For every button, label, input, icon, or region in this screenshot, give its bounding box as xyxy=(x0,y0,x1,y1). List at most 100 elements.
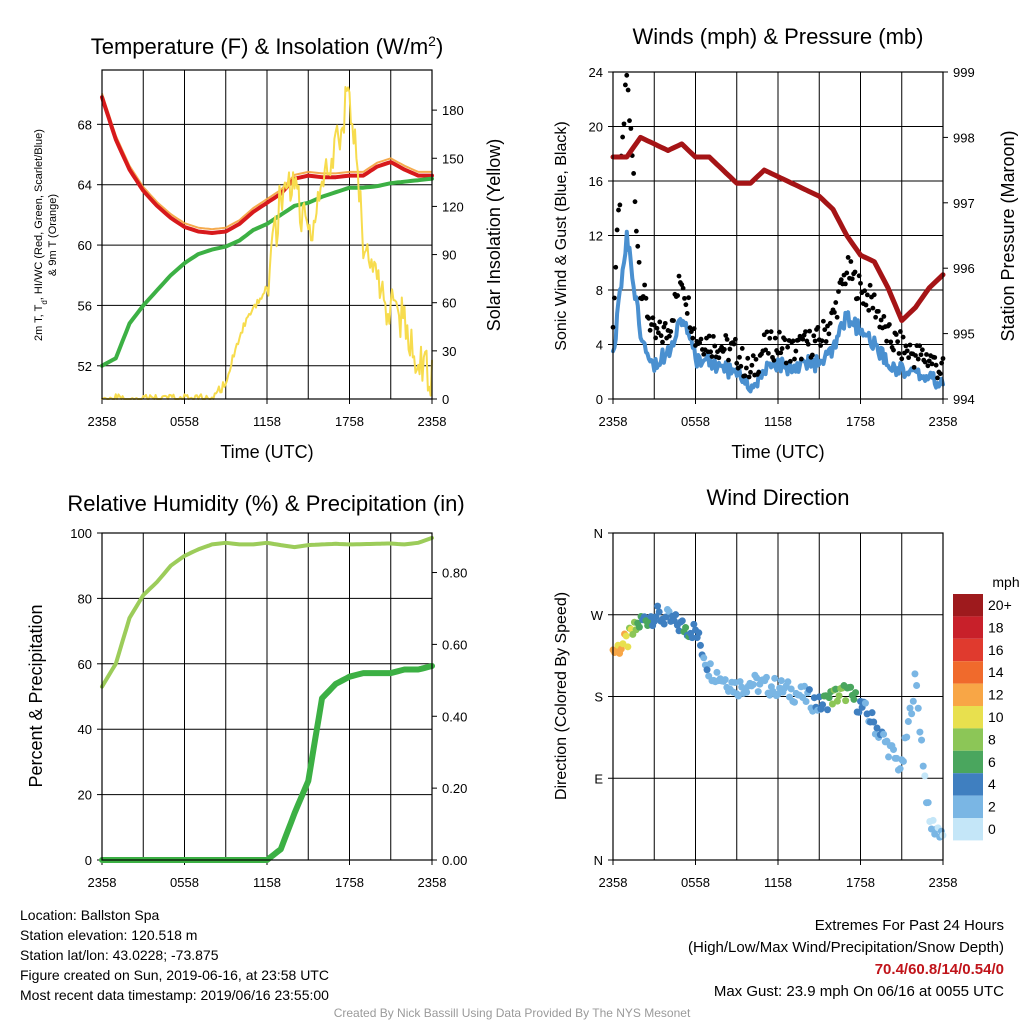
x-tick-label: 2358 xyxy=(599,875,628,890)
series-gust-point xyxy=(750,353,756,359)
series-gust-point xyxy=(863,302,869,308)
colorbar-label: 14 xyxy=(988,664,1004,680)
series-gust-point xyxy=(820,318,826,324)
y-tick-label: 64 xyxy=(78,178,92,193)
series-gust-point xyxy=(855,296,861,301)
series-gust-point xyxy=(893,332,899,337)
series-gust-point xyxy=(903,343,909,349)
colorbar-label: 6 xyxy=(988,754,996,770)
colorbar-label: 0 xyxy=(988,821,996,837)
direction-point xyxy=(678,617,686,625)
direction-point xyxy=(819,701,827,709)
y2-tick-label: 180 xyxy=(442,103,464,118)
direction-point xyxy=(919,762,927,770)
series-gust-point xyxy=(657,319,663,325)
direction-point xyxy=(654,602,662,610)
series-gust-point xyxy=(771,357,777,363)
direction-point xyxy=(805,686,813,694)
plot-frame xyxy=(612,71,944,400)
colorbar-swatch xyxy=(953,795,983,818)
series-gust-point xyxy=(922,359,928,365)
series-gust-point xyxy=(658,333,664,339)
series-gust-point xyxy=(616,207,621,213)
direction-panel: Wind Direction Direction (Colored By Spe… xyxy=(553,485,1020,890)
y2-tick-label: 0 xyxy=(442,392,449,407)
series-gust-point xyxy=(636,259,642,265)
colorbar-label: 16 xyxy=(988,642,1004,658)
series-gust-point xyxy=(884,338,890,344)
winds-title: Winds (mph) & Pressure (mb) xyxy=(633,24,924,49)
series-gust-point xyxy=(787,358,793,364)
direction-point xyxy=(918,736,926,744)
series-gust-point xyxy=(798,356,804,362)
direction-point xyxy=(662,613,670,621)
series-gust-point xyxy=(891,347,896,353)
series-gust-point xyxy=(785,344,791,350)
x-tick-label: 1758 xyxy=(335,875,364,890)
series-gust-point xyxy=(811,333,817,339)
direction-point xyxy=(824,706,831,714)
series-gust-point xyxy=(823,339,829,344)
series-gust-point xyxy=(907,342,913,348)
colorbar-swatch xyxy=(953,683,983,706)
series-gust-point xyxy=(739,346,745,351)
series-gust-point xyxy=(831,309,837,315)
x-tick-label: 2358 xyxy=(929,414,958,429)
direction-ylabel: Direction (Colored By Speed) xyxy=(553,592,570,800)
series-gust-point xyxy=(617,202,623,208)
series-gust-point xyxy=(895,339,901,345)
series-gust-point xyxy=(842,281,848,287)
series-gust-point xyxy=(844,270,850,276)
direction-point xyxy=(682,624,690,632)
y-tick-label: N xyxy=(594,526,603,541)
direction-point xyxy=(777,677,785,685)
temperature-xlabel: Time (UTC) xyxy=(220,442,313,462)
series-gust-point xyxy=(709,354,715,359)
series-relative-humidity-line xyxy=(100,535,434,689)
y2-tick-label: 0.20 xyxy=(442,781,467,796)
series-gust-point xyxy=(746,374,752,380)
y-tick-label: 8 xyxy=(596,283,603,298)
series-gust-point xyxy=(660,339,665,345)
y2-tick-label: 998 xyxy=(953,130,975,145)
direction-point xyxy=(908,710,916,718)
series-gust-point xyxy=(864,292,870,298)
series-gust-point xyxy=(724,337,730,342)
plot-frame xyxy=(101,532,433,861)
colorbar-label: 12 xyxy=(988,687,1004,703)
y-tick-label: 20 xyxy=(78,788,92,803)
series-gust-point xyxy=(915,356,921,362)
direction-point xyxy=(870,718,878,726)
direction-point xyxy=(913,682,921,690)
colorbar-label: 10 xyxy=(988,709,1004,725)
y-tick-label: 0 xyxy=(85,853,92,868)
series-gust-point xyxy=(776,329,782,335)
series-gust-point xyxy=(886,322,892,327)
winds-ylabel: Sonic Wind & Gust (Blue, Black) xyxy=(553,121,570,350)
series-gust-point xyxy=(723,333,729,338)
series-gust-point xyxy=(631,171,637,176)
series-gust-point xyxy=(698,336,704,342)
direction-point xyxy=(749,681,757,689)
series-gust-point xyxy=(873,314,879,320)
y-tick-label: 4 xyxy=(596,338,603,353)
series-gust-point xyxy=(896,351,902,356)
series-gust-point xyxy=(706,333,712,339)
series-gust-point xyxy=(734,360,740,366)
series-gust-point xyxy=(900,334,906,340)
series-gust-point xyxy=(687,325,693,331)
x-tick-label: 1758 xyxy=(335,414,364,429)
series-gust-point xyxy=(625,87,631,93)
series-gust-point xyxy=(613,264,619,270)
plot-frame xyxy=(101,69,433,400)
direction-point xyxy=(791,698,798,706)
series-gust-point xyxy=(676,273,682,279)
direction-point xyxy=(835,692,843,700)
y2-tick-label: 996 xyxy=(953,261,975,276)
extremes-heading: Extremes For Past 24 Hours xyxy=(814,917,1004,934)
temperature-ylabel-line2: & 9m T (Orange) xyxy=(47,194,59,276)
direction-point xyxy=(927,825,935,833)
station-elevation: Station elevation: 120.518 m xyxy=(20,927,198,943)
series-gust-point xyxy=(647,327,653,333)
y2-tick-label: 995 xyxy=(953,327,975,342)
